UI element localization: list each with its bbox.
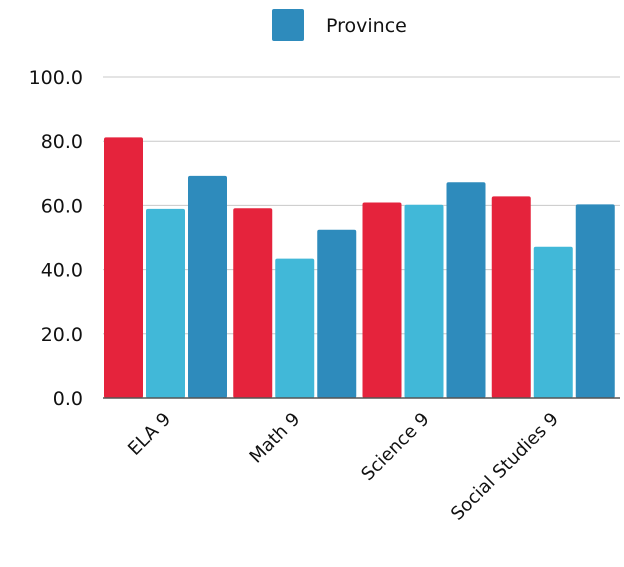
y-tick-label: 0.0 (53, 388, 83, 410)
bars (104, 137, 615, 398)
x-tick-label: Math 9 (246, 409, 305, 468)
bar (404, 204, 444, 398)
bar (146, 208, 185, 398)
y-tick-label: 100.0 (29, 67, 83, 89)
y-axis: 0.0 20.0 40.0 60.0 80.0 100.0 (29, 67, 83, 410)
x-tick-label: Social Studies 9 (447, 409, 563, 525)
bar (446, 182, 486, 398)
bar (491, 196, 531, 398)
y-tick-label: 60.0 (41, 195, 83, 217)
y-tick-label: 40.0 (41, 260, 83, 282)
bar (275, 258, 315, 398)
bar (188, 175, 227, 398)
legend: Province (272, 9, 407, 41)
legend-swatch (272, 9, 304, 41)
x-tick-label: Science 9 (357, 409, 433, 485)
bar (317, 229, 357, 398)
bar (362, 202, 402, 398)
bar (233, 208, 273, 398)
legend-label: Province (326, 15, 407, 37)
bar (575, 204, 615, 398)
x-axis: ELA 9 Math 9 Science 9 Social Studies 9 (103, 397, 620, 525)
y-tick-label: 20.0 (41, 324, 83, 346)
y-tick-label: 80.0 (41, 131, 83, 153)
bar (533, 246, 573, 398)
x-tick-label: ELA 9 (124, 409, 175, 460)
bar (104, 137, 143, 398)
